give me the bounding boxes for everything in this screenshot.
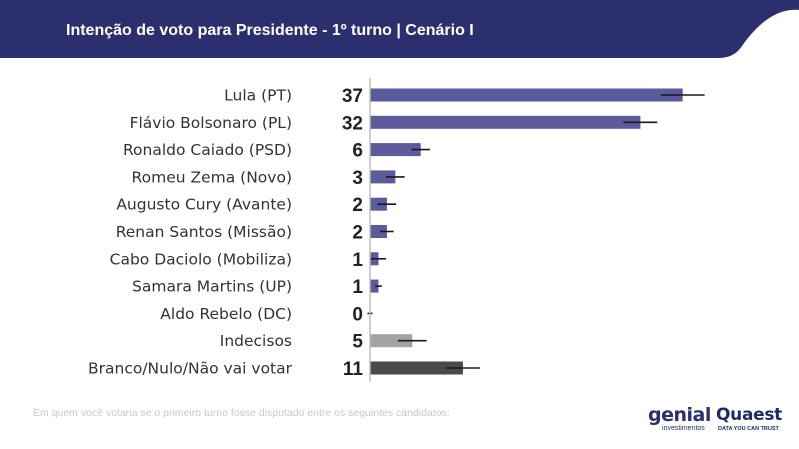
genial-logo-text: genial	[648, 404, 711, 426]
category-label: Branco/Nulo/Não vai votar	[88, 360, 293, 378]
bar	[370, 225, 387, 238]
value-label: 3	[352, 168, 363, 189]
value-label: 2	[352, 195, 363, 216]
category-label: Cabo Daciolo (Mobiliza)	[110, 250, 292, 268]
value-label: 11	[343, 359, 364, 380]
footnote: Em quem você votaria se o primeiro turno…	[33, 407, 450, 419]
category-label: Lula (PT)	[224, 87, 292, 105]
value-label: 6	[352, 141, 363, 162]
category-label: Augusto Cury (Avante)	[116, 196, 292, 214]
bar	[370, 88, 683, 102]
category-label: Samara Martins (UP)	[132, 278, 292, 296]
bar	[370, 334, 413, 348]
category-label: Aldo Rebelo (DC)	[160, 305, 292, 323]
category-label: Ronaldo Caiado (PSD)	[123, 141, 292, 159]
quaest-logo: Quaest DATA YOU CAN TRUST	[716, 405, 782, 439]
category-label: Indecisos	[220, 332, 292, 350]
bar	[370, 143, 421, 157]
genial-logo: genial investimentos	[648, 404, 712, 438]
quaest-logo-text: Quaest	[716, 405, 783, 425]
value-label: 1	[352, 277, 363, 298]
header-banner	[0, 0, 799, 58]
bar	[370, 361, 463, 375]
bar	[370, 115, 641, 129]
value-label: 0	[352, 304, 363, 325]
value-label: 37	[342, 86, 363, 107]
genial-logo-subtext: investimentos	[662, 425, 705, 432]
value-label: 32	[342, 113, 363, 134]
value-label: 1	[352, 250, 363, 271]
category-label: Flávio Bolsonaro (PL)	[130, 114, 292, 132]
bar	[370, 279, 379, 293]
page-title: Intenção de voto para Presidente - 1º tu…	[66, 22, 474, 39]
category-label: Romeu Zema (Novo)	[132, 168, 292, 186]
value-label: 5	[352, 332, 363, 353]
category-label: Renan Santos (Missão)	[116, 223, 292, 241]
quaest-logo-subtext: DATA YOU CAN TRUST	[718, 426, 779, 432]
bar	[370, 170, 396, 184]
value-label: 2	[352, 223, 363, 244]
